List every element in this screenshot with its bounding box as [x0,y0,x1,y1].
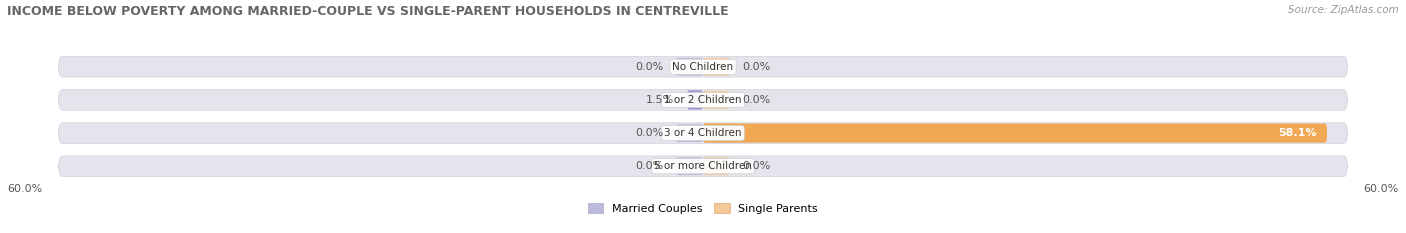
Text: 1.5%: 1.5% [645,95,673,105]
Text: 60.0%: 60.0% [1364,184,1399,194]
FancyBboxPatch shape [688,90,703,110]
Text: 0.0%: 0.0% [742,95,770,105]
FancyBboxPatch shape [703,157,730,175]
FancyBboxPatch shape [703,58,730,76]
FancyBboxPatch shape [676,157,703,175]
FancyBboxPatch shape [59,57,1347,77]
FancyBboxPatch shape [59,90,1347,110]
FancyBboxPatch shape [676,124,703,142]
Text: 58.1%: 58.1% [1278,128,1316,138]
FancyBboxPatch shape [59,123,1347,143]
Text: 0.0%: 0.0% [636,62,664,72]
Text: 0.0%: 0.0% [636,128,664,138]
Text: No Children: No Children [672,62,734,72]
Text: 3 or 4 Children: 3 or 4 Children [664,128,742,138]
Text: 0.0%: 0.0% [636,161,664,171]
FancyBboxPatch shape [703,91,730,109]
Legend: Married Couples, Single Parents: Married Couples, Single Parents [583,199,823,218]
Text: 1 or 2 Children: 1 or 2 Children [664,95,742,105]
Text: INCOME BELOW POVERTY AMONG MARRIED-COUPLE VS SINGLE-PARENT HOUSEHOLDS IN CENTREV: INCOME BELOW POVERTY AMONG MARRIED-COUPL… [7,5,728,18]
Text: 0.0%: 0.0% [742,62,770,72]
Text: 60.0%: 60.0% [7,184,42,194]
Text: 0.0%: 0.0% [742,161,770,171]
FancyBboxPatch shape [59,156,1347,176]
FancyBboxPatch shape [676,58,703,76]
FancyBboxPatch shape [703,123,1327,143]
Text: Source: ZipAtlas.com: Source: ZipAtlas.com [1288,5,1399,15]
Text: 5 or more Children: 5 or more Children [654,161,752,171]
